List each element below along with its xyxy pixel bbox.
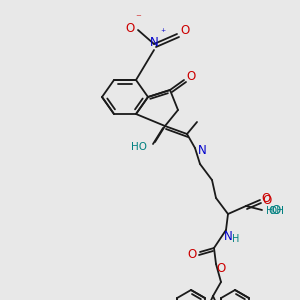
Text: O: O <box>216 262 226 275</box>
Text: O: O <box>261 191 271 205</box>
Text: H: H <box>266 206 274 216</box>
Text: N: N <box>150 35 158 49</box>
Text: ⁺: ⁺ <box>160 28 166 38</box>
Text: HO: HO <box>131 142 147 152</box>
Text: O: O <box>125 22 135 34</box>
Text: O: O <box>262 194 272 206</box>
Text: ⁻: ⁻ <box>135 13 141 23</box>
Text: H: H <box>232 234 240 244</box>
Text: N: N <box>224 230 232 242</box>
Text: O: O <box>272 203 280 217</box>
Text: OH: OH <box>268 206 284 216</box>
Text: O: O <box>180 23 190 37</box>
Text: O: O <box>186 70 196 83</box>
Text: N: N <box>198 143 207 157</box>
Text: O: O <box>188 248 196 260</box>
